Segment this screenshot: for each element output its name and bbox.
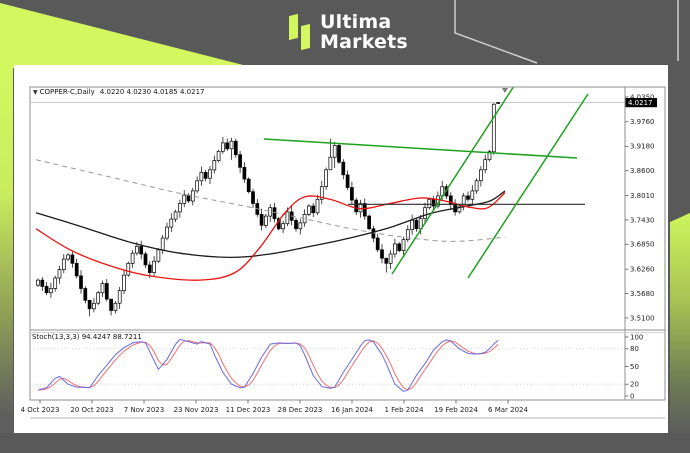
outline-shape-1	[454, 0, 538, 64]
svg-text:3.9180: 3.9180	[630, 143, 655, 151]
stoch-name: Stoch(13,3,3)	[32, 333, 80, 341]
svg-text:3.8010: 3.8010	[630, 192, 655, 200]
brand-logo-icon	[289, 11, 311, 53]
brand-name-line2: Markets	[320, 31, 408, 53]
svg-text:6 Mar 2024: 6 Mar 2024	[488, 406, 528, 414]
svg-text:100: 100	[630, 333, 643, 341]
chart-window: 4.0350 3.9760 3.9180 3.8600 3.8010 3.7430 3.68…	[14, 65, 668, 433]
symbol-dropdown-arrow[interactable]: ▼	[33, 89, 38, 96]
chart-ohlc-values: 4.0220 4.0230 4.0185 4.0217	[99, 88, 205, 96]
svg-text:1 Feb 2024: 1 Feb 2024	[384, 406, 424, 414]
svg-text:80: 80	[630, 345, 639, 353]
svg-text:20: 20	[630, 381, 639, 389]
logo-bar-left	[289, 13, 298, 41]
left-accent-strip	[0, 65, 13, 433]
svg-text:0: 0	[630, 392, 634, 400]
svg-text:23 Nov 2023: 23 Nov 2023	[174, 406, 219, 414]
svg-text:3.7430: 3.7430	[630, 216, 655, 224]
logo-bar-right	[301, 23, 310, 51]
svg-text:4 Oct 2023: 4 Oct 2023	[21, 406, 60, 414]
stoch-indicator-label: Stoch(13,3,3) 94.4247 88.7211	[32, 333, 142, 341]
svg-text:20 Oct 2023: 20 Oct 2023	[70, 406, 113, 414]
stoch-current-values: 94.4247 88.7211	[81, 333, 142, 341]
price-chart-canvas[interactable]: 4.0350 3.9760 3.9180 3.8600 3.8010 3.7430 3.68…	[14, 65, 668, 433]
svg-text:50: 50	[630, 363, 639, 371]
right-accent-strip	[670, 213, 690, 433]
svg-text:3.6850: 3.6850	[630, 241, 655, 249]
svg-text:3.8600: 3.8600	[630, 167, 655, 175]
svg-text:4.0350: 4.0350	[630, 93, 655, 101]
brand-logo: Ultima Markets	[289, 11, 408, 53]
chart-title-bar: ▼ COPPER-C,Daily 4.0220 4.0230 4.0185 4.02…	[33, 88, 204, 96]
svg-text:3.9760: 3.9760	[630, 118, 655, 126]
svg-text:3.6260: 3.6260	[630, 266, 655, 274]
svg-text:19 Feb 2024: 19 Feb 2024	[434, 406, 478, 414]
svg-text:28 Dec 2023: 28 Dec 2023	[278, 406, 323, 414]
svg-text:16 Jan 2024: 16 Jan 2024	[331, 406, 374, 414]
chart-symbol-label: COPPER-C,Daily	[39, 88, 95, 96]
svg-text:7 Nov 2023: 7 Nov 2023	[124, 406, 164, 414]
brand-name-line1: Ultima	[320, 11, 392, 33]
svg-text:3.5680: 3.5680	[630, 290, 655, 298]
lime-wedge	[0, 3, 255, 68]
svg-text:4.0217: 4.0217	[628, 99, 653, 107]
svg-text:11 Dec 2023: 11 Dec 2023	[226, 406, 271, 414]
svg-text:3.5100: 3.5100	[630, 314, 655, 322]
brand-name: Ultima Markets	[320, 12, 408, 52]
